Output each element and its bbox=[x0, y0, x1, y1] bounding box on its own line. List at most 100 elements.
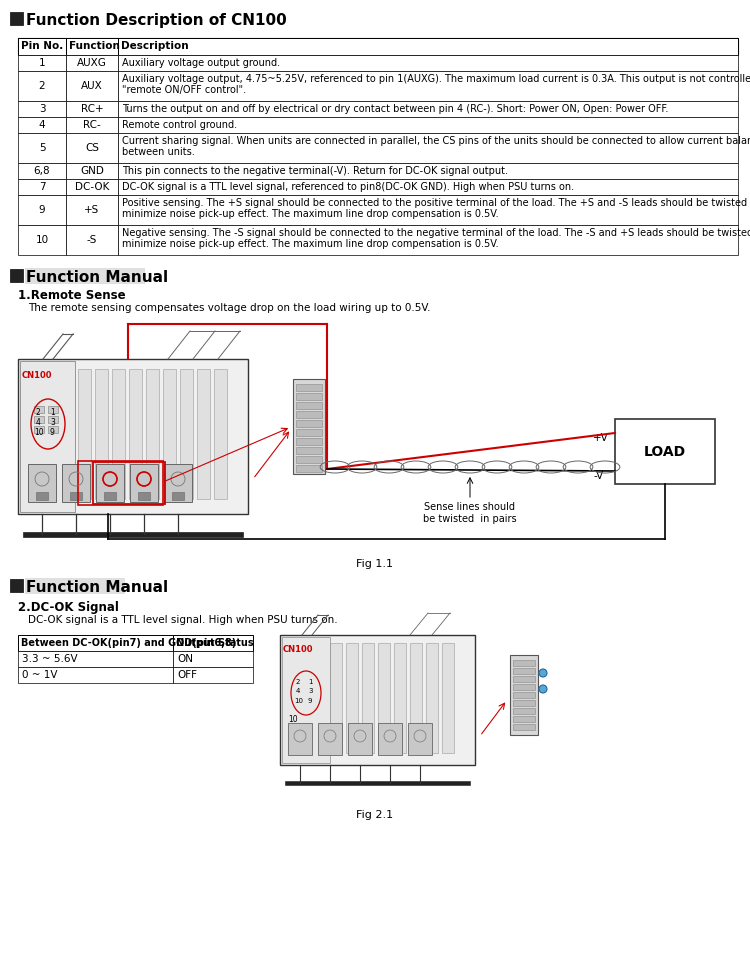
Bar bbox=[10, 269, 23, 282]
Text: -S: -S bbox=[87, 235, 98, 245]
Text: Positive sensing. The +S signal should be connected to the positive terminal of : Positive sensing. The +S signal should b… bbox=[122, 198, 750, 208]
Bar bbox=[70, 492, 82, 500]
Bar bbox=[513, 716, 535, 722]
Bar bbox=[18, 163, 66, 179]
Bar bbox=[146, 369, 159, 499]
Bar bbox=[10, 12, 23, 25]
Text: 9: 9 bbox=[308, 698, 313, 704]
Bar bbox=[318, 723, 342, 755]
Bar bbox=[66, 163, 118, 179]
Bar bbox=[18, 55, 66, 71]
Bar bbox=[18, 38, 66, 55]
Text: 2: 2 bbox=[39, 81, 45, 91]
Text: 3: 3 bbox=[308, 688, 313, 694]
Text: Function: Function bbox=[69, 41, 120, 51]
Text: 2: 2 bbox=[296, 679, 300, 685]
Bar bbox=[18, 225, 66, 255]
Bar bbox=[362, 643, 374, 753]
Bar bbox=[296, 411, 322, 418]
Bar bbox=[513, 660, 535, 666]
Text: Sense lines should
be twisted  in pairs: Sense lines should be twisted in pairs bbox=[423, 502, 517, 524]
Bar bbox=[293, 379, 325, 474]
Text: AUXG: AUXG bbox=[77, 58, 107, 68]
Text: 0 ~ 1V: 0 ~ 1V bbox=[22, 670, 58, 680]
Bar bbox=[214, 369, 227, 499]
Text: GND: GND bbox=[80, 166, 104, 176]
Text: 10: 10 bbox=[34, 428, 44, 437]
Bar bbox=[173, 635, 253, 651]
Text: 1.Remote Sense: 1.Remote Sense bbox=[18, 289, 125, 302]
Bar bbox=[513, 700, 535, 706]
Text: CN100: CN100 bbox=[283, 645, 314, 654]
Bar bbox=[282, 637, 330, 763]
Text: LOAD: LOAD bbox=[644, 445, 686, 458]
Bar bbox=[296, 438, 322, 445]
Bar bbox=[513, 724, 535, 730]
Bar bbox=[118, 163, 738, 179]
Bar bbox=[513, 692, 535, 698]
Bar bbox=[18, 667, 173, 683]
Text: 9: 9 bbox=[39, 205, 45, 215]
Text: This pin connects to the negative terminal(-V). Return for DC-OK signal output.: This pin connects to the negative termin… bbox=[122, 166, 508, 176]
Bar bbox=[18, 71, 66, 101]
Text: between units.: between units. bbox=[122, 147, 195, 157]
Text: Function Description of CN100: Function Description of CN100 bbox=[26, 13, 286, 28]
Bar bbox=[348, 723, 372, 755]
Bar bbox=[118, 71, 738, 101]
Text: DC-OK signal is a TTL level signal. High when PSU turns on.: DC-OK signal is a TTL level signal. High… bbox=[28, 615, 338, 625]
Bar bbox=[330, 643, 342, 753]
Text: Output Status: Output Status bbox=[176, 638, 254, 648]
Bar bbox=[34, 416, 44, 423]
Bar bbox=[296, 420, 322, 427]
Bar bbox=[78, 369, 91, 499]
Text: CN100: CN100 bbox=[22, 371, 53, 380]
Bar bbox=[118, 179, 738, 195]
Text: The remote sensing compensates voltage drop on the load wiring up to 0.5V.: The remote sensing compensates voltage d… bbox=[28, 303, 430, 313]
Bar bbox=[95, 369, 108, 499]
Text: Current sharing signal. When units are connected in parallel, the CS pins of the: Current sharing signal. When units are c… bbox=[122, 136, 750, 146]
Bar bbox=[118, 101, 738, 117]
Bar bbox=[18, 359, 248, 514]
Bar bbox=[118, 195, 738, 225]
Bar bbox=[28, 464, 56, 502]
Text: 4: 4 bbox=[36, 418, 40, 427]
Bar bbox=[18, 635, 173, 651]
Bar bbox=[118, 117, 738, 133]
Bar bbox=[18, 195, 66, 225]
Bar bbox=[48, 416, 58, 423]
Bar bbox=[93, 462, 165, 504]
Bar bbox=[18, 117, 66, 133]
Bar bbox=[34, 406, 44, 413]
Text: 2: 2 bbox=[36, 408, 40, 417]
Text: +S: +S bbox=[84, 205, 100, 215]
Text: 3.3 ~ 5.6V: 3.3 ~ 5.6V bbox=[22, 654, 78, 664]
Circle shape bbox=[539, 669, 547, 677]
Bar bbox=[66, 133, 118, 163]
Bar bbox=[164, 464, 192, 502]
Text: Fig 2.1: Fig 2.1 bbox=[356, 810, 394, 820]
Bar bbox=[18, 179, 66, 195]
Bar bbox=[66, 71, 118, 101]
Text: 10: 10 bbox=[294, 698, 303, 704]
Bar bbox=[172, 492, 184, 500]
Text: 6,8: 6,8 bbox=[34, 166, 50, 176]
Bar bbox=[296, 456, 322, 463]
Bar bbox=[66, 55, 118, 71]
Text: Description: Description bbox=[121, 41, 189, 51]
Text: CS: CS bbox=[85, 143, 99, 153]
Bar bbox=[18, 101, 66, 117]
Bar bbox=[173, 667, 253, 683]
Bar bbox=[118, 133, 738, 163]
Text: OFF: OFF bbox=[177, 670, 197, 680]
Bar bbox=[296, 402, 322, 409]
Text: RC+: RC+ bbox=[81, 104, 104, 114]
Bar bbox=[288, 723, 312, 755]
Text: 10: 10 bbox=[288, 715, 298, 724]
Bar bbox=[66, 179, 118, 195]
Bar bbox=[408, 723, 432, 755]
Text: DC-OK: DC-OK bbox=[75, 182, 109, 192]
Text: 10: 10 bbox=[35, 235, 49, 245]
Bar bbox=[296, 384, 322, 391]
Bar bbox=[36, 492, 48, 500]
Text: Auxiliary voltage output ground.: Auxiliary voltage output ground. bbox=[122, 58, 280, 68]
